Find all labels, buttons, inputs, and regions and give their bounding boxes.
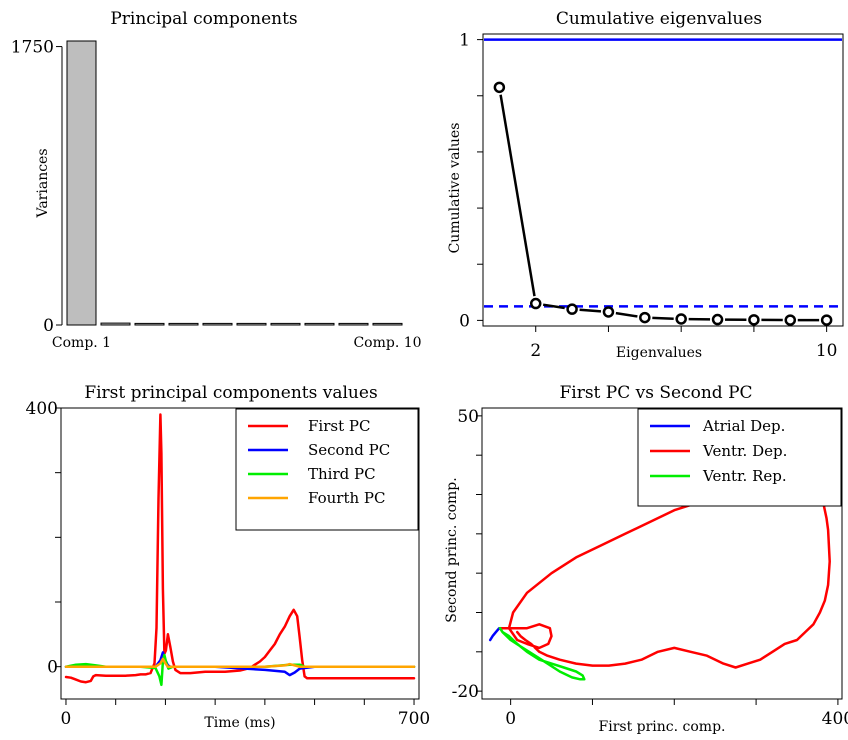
pc-values-panel: First principal components values Time (… [26,383,431,731]
scree-bars: Comp. 1 Comp. 10 [52,40,422,351]
cumulative-segment [542,303,565,310]
pc1-vs-pc2-legend-label: Atrial Dep. [702,417,785,435]
pc-values-legend-label: Second PC [308,441,390,459]
scree-bar [236,322,267,326]
pc-values-title: First principal components values [84,383,377,403]
pc-values-x-tick-label: 0 [61,709,72,729]
pc1-vs-pc2-series-line [498,489,831,669]
pc1-vs-pc2-legend: Atrial Dep. Ventr. Dep. Ventr. Rep. [637,408,842,507]
pc1-vs-pc2-y-tick-label: 50 [457,407,479,427]
pc-values-legend-label: Third PC [308,465,376,483]
cumulative-point [493,81,506,94]
pc-values-xlabel: Time (ms) [204,715,275,731]
cumulative-ylabel: Cumulative values [447,123,463,254]
cumulative-segment [499,94,536,297]
scree-bar [134,322,165,326]
scree-bar [338,322,369,326]
pc-values-y-tick-label: 400 [26,399,58,419]
scree-y-tick-label: 0 [43,316,54,336]
scree-plot-panel: Principal components Variances 0 1750 Com… [11,9,422,351]
pc1-vs-pc2-x-tick-label: 0 [505,709,516,729]
pc-values-lines [64,413,416,687]
cumulative-point [529,297,542,310]
pc-values-legend-label: First PC [308,417,370,435]
pc1-vs-pc2-panel: First PC vs Second PC Second princ. comp… [444,383,848,735]
pc-values-series-line [64,657,416,668]
scree-bar [100,322,131,326]
cumulative-point [675,313,687,325]
cumulative-y-tick-label: 0 [459,311,470,331]
scree-title: Principal components [110,9,297,29]
cumulative-point [639,311,651,324]
pc-values-legend: First PC Second PC Third PC Fourth PC [235,408,419,531]
scree-bar [304,322,335,326]
cumulative-segment [579,308,602,313]
cumulative-point [748,314,760,326]
cumulative-plot-frame [482,33,844,327]
pc1-vs-pc2-title: First PC vs Second PC [559,383,752,403]
pc-values-legend-box [235,408,419,531]
pc1-vs-pc2-axes: -20 50 0 400 [452,407,848,729]
pc1-vs-pc2-legend-label: Ventr. Rep. [702,467,787,485]
scree-axes: 0 1750 [11,38,63,336]
scree-bar [202,322,233,326]
pc1-vs-pc2-x-tick-label: 400 [822,709,848,729]
pc-values-legend-label: Fourth PC [308,489,385,507]
cumulative-x-tick-label: 10 [816,341,838,361]
cumulative-eigenvalues-panel: Cumulative eigenvalues Cumulative values… [447,9,844,361]
pc1-vs-pc2-series-line [488,626,502,642]
cumulative-point [820,314,833,326]
pc1-vs-pc2-xlabel: First princ. comp. [599,719,726,735]
pc1-vs-pc2-plot-frame [481,407,843,700]
pc1-vs-pc2-series-line [498,626,586,681]
pc-values-series-line [64,413,416,684]
pc1-vs-pc2-ylabel: Second princ. comp. [444,477,460,622]
scree-bar [168,322,199,326]
pc1-vs-pc2-legend-box [637,408,842,507]
cumulative-y-tick-label: 1 [459,31,470,51]
cumulative-point [784,314,797,326]
pc1-vs-pc2-legend-label: Ventr. Dep. [702,442,787,460]
pc-values-x-tick-label: 700 [398,709,430,729]
cumulative-point [711,313,724,326]
cumulative-marks [484,38,842,326]
cumulative-x-tick-label: 2 [530,341,541,361]
scree-y-tick-label: 1750 [11,38,54,58]
cumulative-point [566,303,578,315]
cumulative-title: Cumulative eigenvalues [556,9,762,29]
scree-x-category-label: Comp. 1 [52,335,111,351]
pc-values-axes: 0 400 0 700 [26,399,431,729]
scree-bar [270,322,301,326]
pc-values-y-tick-label: 0 [47,658,58,678]
pc-values-plot-frame [60,407,420,700]
cumulative-segment [652,316,674,320]
pc1-vs-pc2-lines [488,489,831,681]
scree-bar [66,40,97,326]
cumulative-point [602,306,615,318]
scree-ylabel: Variances [35,148,51,218]
scree-x-category-label: Comp. 10 [353,335,421,351]
cumulative-xlabel: Eigenvalues [616,345,702,361]
cumulative-segment [615,311,638,318]
scree-bar [372,322,403,326]
pc1-vs-pc2-y-tick-label: -20 [452,682,479,702]
cumulative-axes: 0 1 2 10 [459,31,837,361]
